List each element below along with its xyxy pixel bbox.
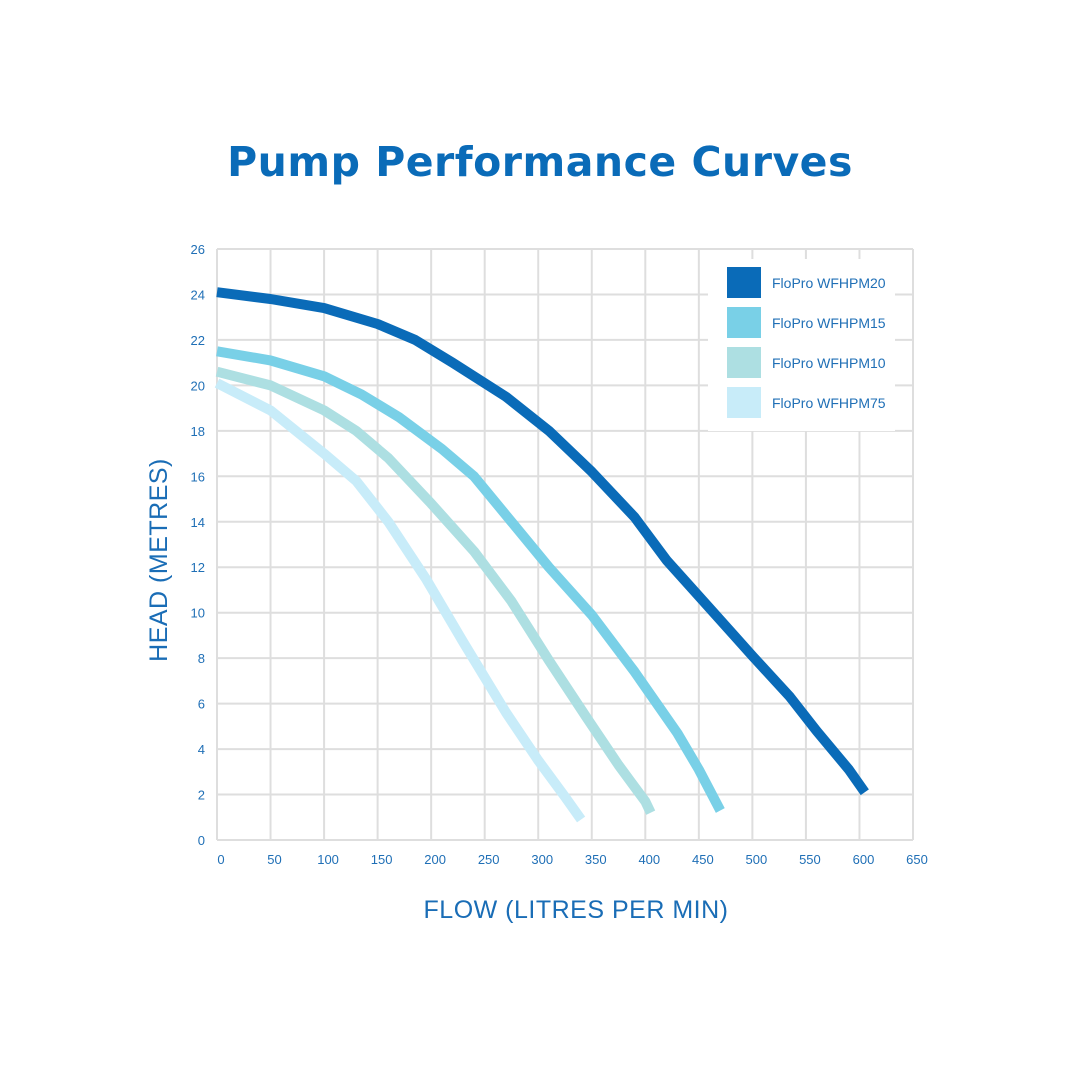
y-tick-label: 20 [191,378,205,393]
tick-labels: 0 50 100 150 200 250 300 350 400 450 500 550 600 650 0… [191,242,928,867]
x-tick-label: 50 [267,852,281,867]
legend-label: FloPro WFHPM75 [772,395,886,411]
x-tick-label: 350 [585,852,607,867]
y-tick-label: 12 [191,560,205,575]
x-tick-label: 600 [853,852,875,867]
y-tick-label: 26 [191,242,205,257]
legend-label: FloPro WFHPM15 [772,315,886,331]
series-line-flopro-wfhpm75 [214,378,586,823]
x-tick-label: 250 [478,852,500,867]
y-tick-label: 14 [191,515,205,530]
y-tick-label: 22 [191,333,205,348]
x-tick-label: 300 [531,852,553,867]
y-tick-label: 24 [191,287,205,302]
x-tick-label: 200 [424,852,446,867]
series-line-flopro-wfhpm10 [215,366,656,815]
legend: FloPro WFHPM20 FloPro WFHPM15 FloPro WFHPM… [708,259,895,431]
legend-swatch [727,387,761,418]
x-tick-label: 100 [317,852,339,867]
chart-title: Pump Performance Curves [227,138,853,186]
y-tick-label: 0 [198,833,205,848]
y-axis-title: HEAD (METRES) [145,458,173,662]
x-tick-label: 500 [746,852,768,867]
y-tick-label: 2 [198,788,205,803]
y-tick-label: 4 [198,742,205,757]
y-tick-label: 16 [191,469,205,484]
legend-label: FloPro WFHPM20 [772,275,886,291]
legend-swatch [727,347,761,378]
y-tick-label: 8 [198,651,205,666]
x-tick-label: 450 [692,852,714,867]
x-axis-title: FLOW (LITRES PER MIN) [424,896,729,924]
y-tick-label: 10 [191,606,205,621]
series-lines [214,287,869,823]
x-tick-label: 150 [371,852,393,867]
legend-label: FloPro WFHPM10 [772,355,886,371]
legend-swatch [727,307,761,338]
y-tick-label: 18 [191,424,205,439]
series-line-flopro-wfhpm20 [216,287,869,796]
x-tick-label: 650 [906,852,928,867]
x-tick-label: 550 [799,852,821,867]
x-tick-label: 0 [217,852,224,867]
legend-swatch [727,267,761,298]
x-tick-label: 400 [638,852,660,867]
y-tick-label: 6 [198,697,205,712]
series-line-flopro-wfhpm15 [216,346,725,813]
